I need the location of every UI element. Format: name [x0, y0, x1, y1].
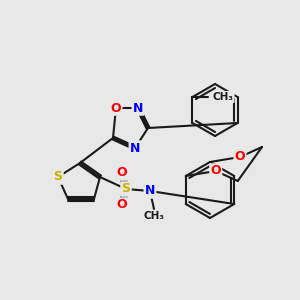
Text: O: O [117, 167, 127, 179]
Text: N: N [130, 142, 140, 154]
Text: N: N [133, 101, 143, 115]
Text: O: O [235, 151, 245, 164]
Text: O: O [111, 101, 121, 115]
Text: CH₃: CH₃ [143, 211, 164, 221]
Text: O: O [117, 199, 127, 212]
Text: S: S [122, 182, 130, 196]
Text: O: O [210, 164, 221, 178]
Text: S: S [53, 170, 62, 184]
Text: N: N [145, 184, 155, 197]
Text: CH₃: CH₃ [212, 92, 233, 102]
